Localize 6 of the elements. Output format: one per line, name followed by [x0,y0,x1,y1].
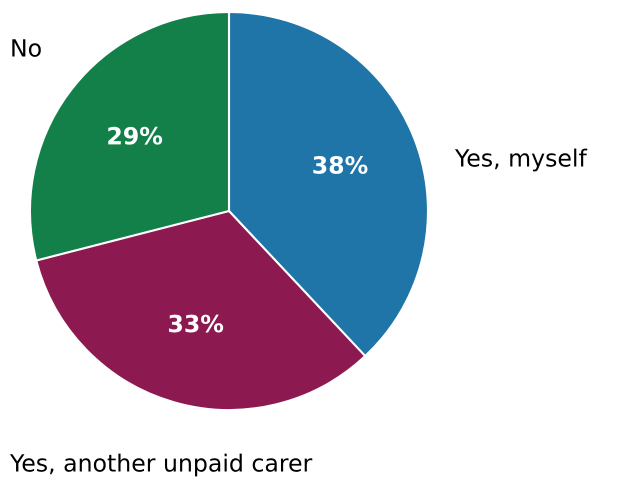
data-label: 33% [169,314,224,333]
data-label: 38% [313,156,368,174]
slice-label: Yes, another unpaid carer [10,454,312,476]
data-label: 29% [108,126,162,145]
slice-label: No [12,39,41,57]
slice-label: Yes, myself [454,148,588,172]
